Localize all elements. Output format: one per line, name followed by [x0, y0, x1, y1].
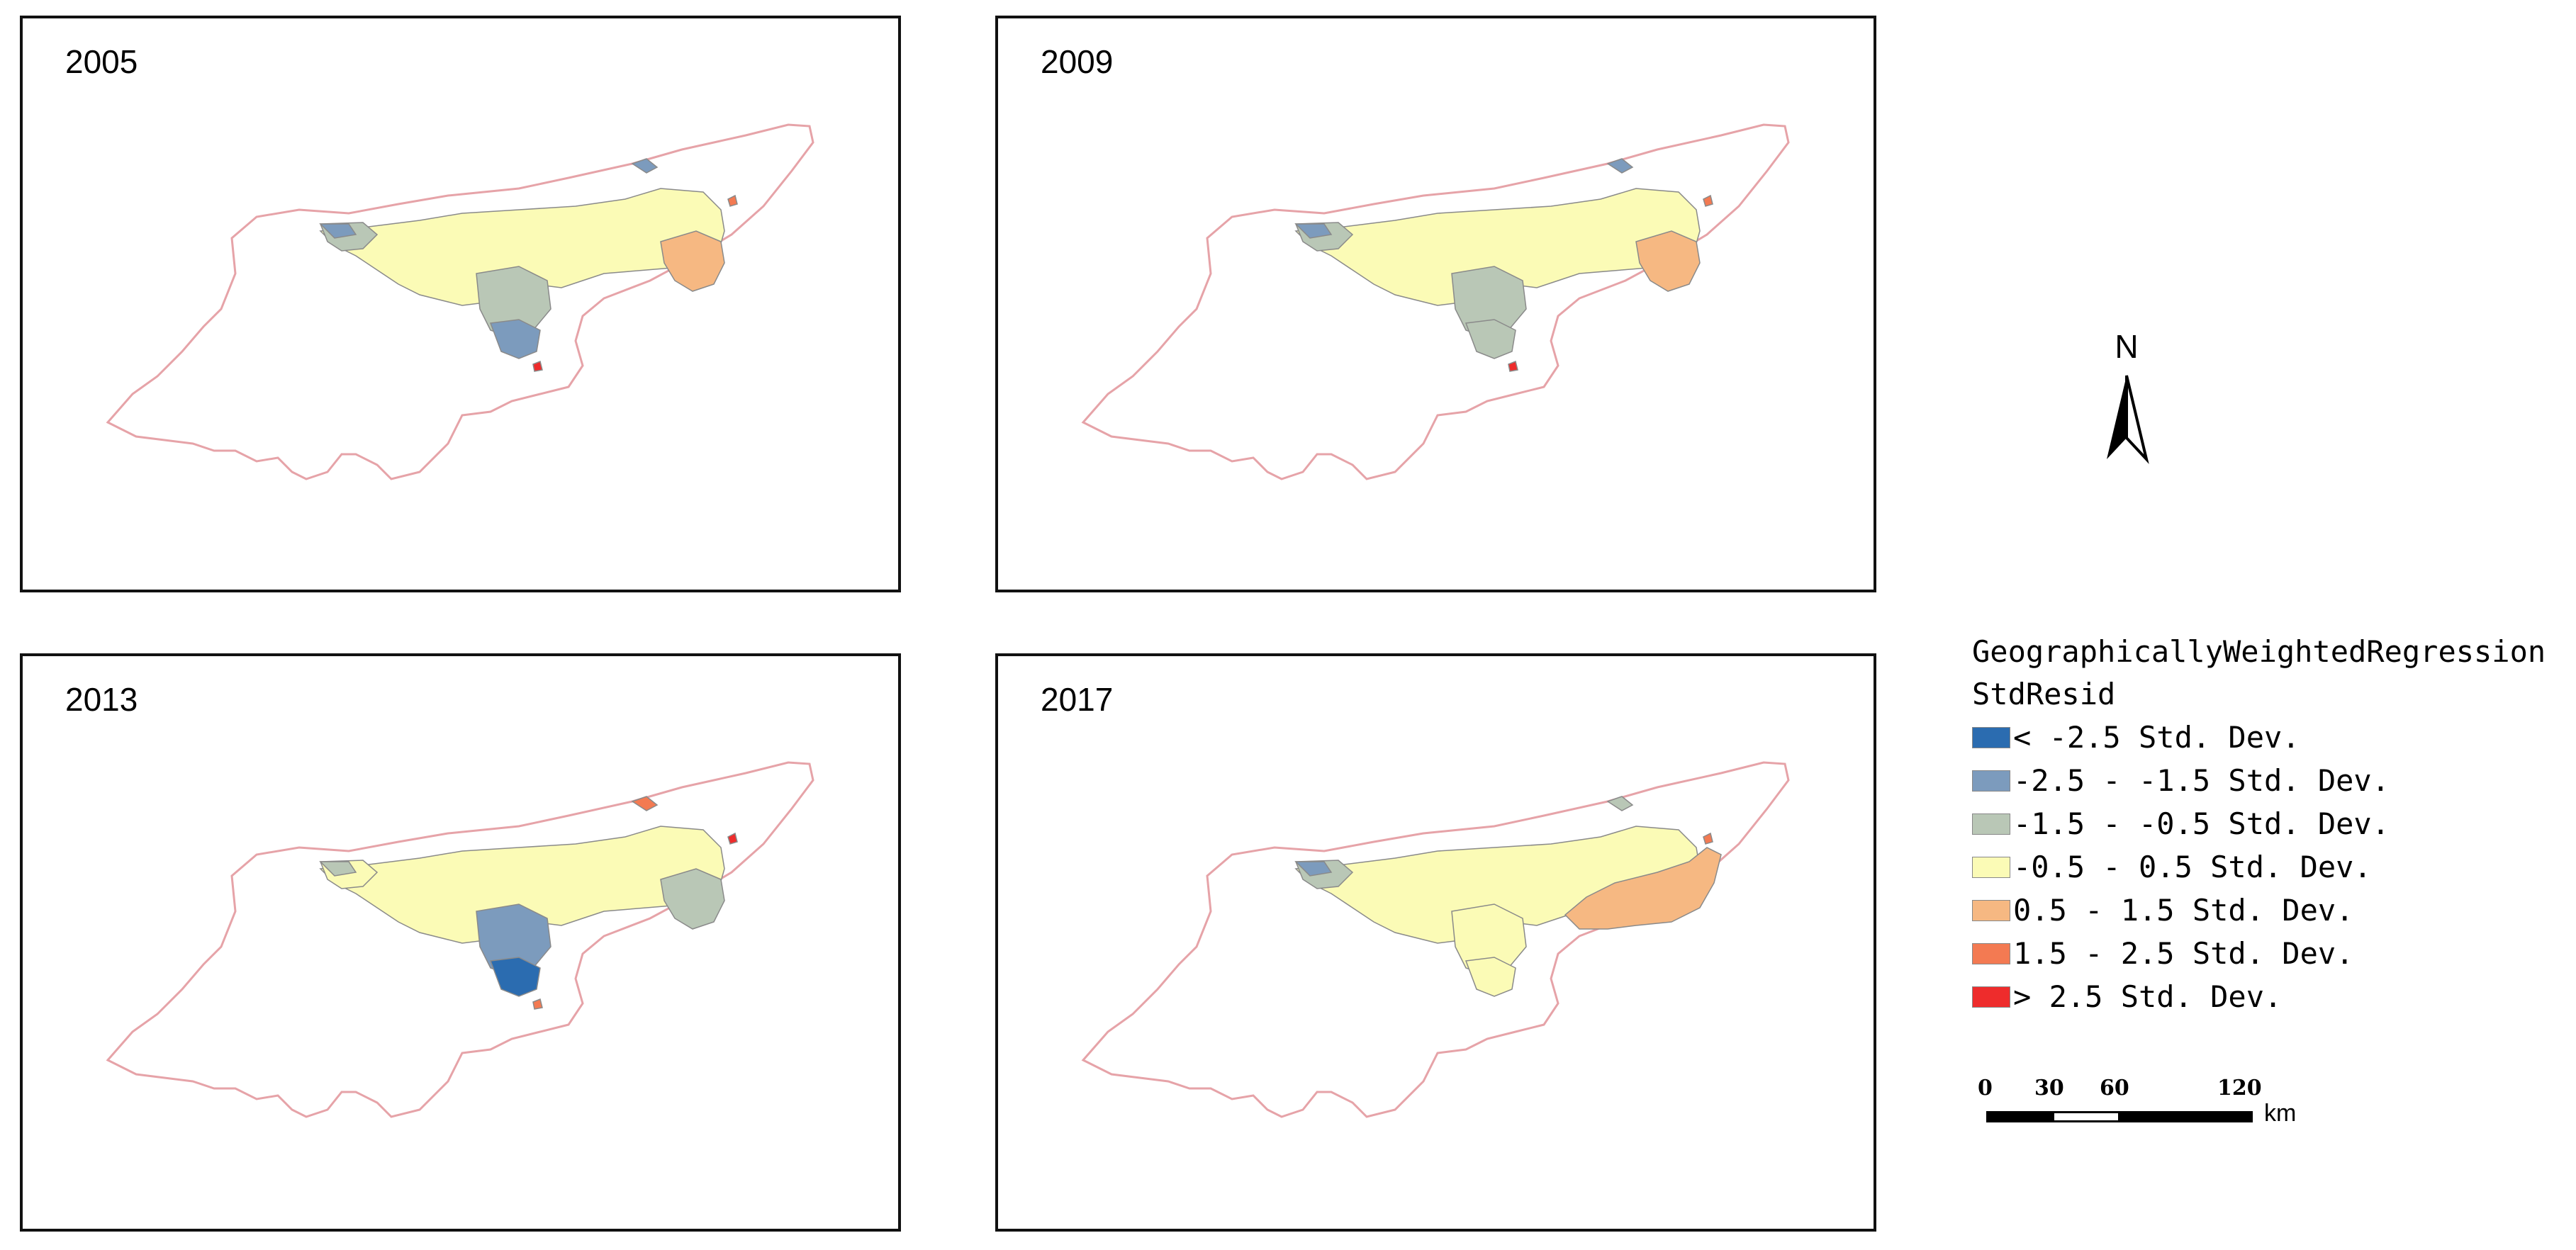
legend-swatch: [1972, 986, 2010, 1008]
legend: GeographicallyWeightedRegression StdResi…: [1972, 631, 2560, 1018]
scale-bar: 0 30 60 120 km: [1978, 1076, 2332, 1132]
map-panel-2005: 2005: [20, 16, 901, 592]
scale-tick: 60: [2100, 1076, 2129, 1100]
map-panel-2009: 2009: [995, 16, 1876, 592]
map-panel-2013: 2013: [20, 653, 901, 1232]
residual-region: [631, 158, 659, 174]
study-area-group: [1081, 123, 1790, 480]
legend-label: -1.5 - -0.5 Std. Dev.: [2013, 806, 2390, 841]
residual-region: [1294, 861, 1333, 877]
residual-region: [319, 861, 357, 877]
residual-region: [1635, 230, 1701, 292]
residual-region: [1508, 360, 1518, 372]
scale-tick: 30: [2034, 1076, 2064, 1100]
legend-swatch: [1972, 942, 2010, 964]
residual-region: [660, 230, 725, 292]
north-arrow: N: [2077, 327, 2176, 469]
residual-region: [1294, 223, 1333, 239]
legend-item: -0.5 - 0.5 Std. Dev.: [1972, 845, 2560, 889]
legend-label: 0.5 - 1.5 Std. Dev.: [2013, 893, 2354, 928]
residual-region: [631, 796, 659, 811]
legend-label: -2.5 - -1.5 Std. Dev.: [2013, 763, 2390, 798]
residual-region: [532, 360, 543, 372]
residual-region: [1606, 158, 1634, 174]
legend-item: 0.5 - 1.5 Std. Dev.: [1972, 889, 2560, 932]
legend-label: > 2.5 Std. Dev.: [2013, 979, 2283, 1014]
residual-region: [489, 957, 541, 997]
north-arrow-label: N: [2115, 328, 2139, 365]
residual-region: [727, 194, 738, 207]
legend-swatch: [1972, 856, 2010, 878]
map-canvas: [1081, 123, 1790, 480]
residual-region: [1703, 832, 1713, 845]
residual-region: [660, 868, 725, 930]
study-area-group: [106, 123, 814, 480]
north-arrow-icon: [2107, 375, 2149, 464]
study-area-boundary: [106, 761, 814, 1118]
residual-region: [319, 223, 357, 239]
scale-segment: [2052, 1111, 2120, 1122]
legend-label: 1.5 - 2.5 Std. Dev.: [2013, 936, 2354, 971]
legend-item: < -2.5 Std. Dev.: [1972, 716, 2560, 759]
study-area-group: [1081, 761, 1790, 1118]
legend-label: < -2.5 Std. Dev.: [2013, 720, 2300, 755]
residual-region: [1465, 957, 1516, 997]
map-year-label: 2005: [65, 43, 138, 80]
map-panel-2017: 2017: [995, 653, 1876, 1232]
residual-region: [319, 188, 725, 306]
study-area-boundary: [106, 123, 814, 480]
legend-swatch: [1972, 813, 2010, 835]
map-year-label: 2013: [65, 681, 138, 718]
residual-region: [489, 319, 541, 359]
study-area-boundary: [1081, 123, 1790, 480]
legend-swatch: [1972, 899, 2010, 921]
residual-region: [727, 832, 738, 845]
legend-item: 1.5 - 2.5 Std. Dev.: [1972, 932, 2560, 975]
map-canvas: [1081, 761, 1790, 1118]
legend-swatch: [1972, 726, 2010, 748]
residual-region: [1294, 188, 1701, 306]
map-year-label: 2017: [1041, 681, 1114, 718]
legend-item: -1.5 - -0.5 Std. Dev.: [1972, 802, 2560, 845]
residual-region: [1564, 847, 1722, 930]
study-area-group: [106, 761, 814, 1118]
residual-region: [319, 826, 725, 944]
scale-unit: km: [2264, 1100, 2297, 1127]
legend-swatch: [1972, 770, 2010, 792]
legend-item: -2.5 - -1.5 Std. Dev.: [1972, 759, 2560, 802]
legend-title: GeographicallyWeightedRegression: [1972, 634, 2546, 669]
legend-label: -0.5 - 0.5 Std. Dev.: [2013, 850, 2372, 884]
residual-region: [1465, 319, 1516, 359]
residual-region: [1606, 796, 1634, 811]
map-year-label: 2009: [1041, 43, 1114, 80]
scale-tick: 0: [1978, 1076, 1993, 1100]
scale-tick: 120: [2217, 1076, 2262, 1100]
scale-segment: [1986, 1111, 2054, 1122]
scale-segment: [2118, 1111, 2253, 1122]
legend-subtitle: StdResid: [1972, 677, 2116, 711]
legend-item: > 2.5 Std. Dev.: [1972, 975, 2560, 1018]
residual-region: [532, 998, 543, 1010]
map-canvas: [106, 761, 814, 1118]
residual-region: [1703, 194, 1713, 207]
map-canvas: [106, 123, 814, 480]
